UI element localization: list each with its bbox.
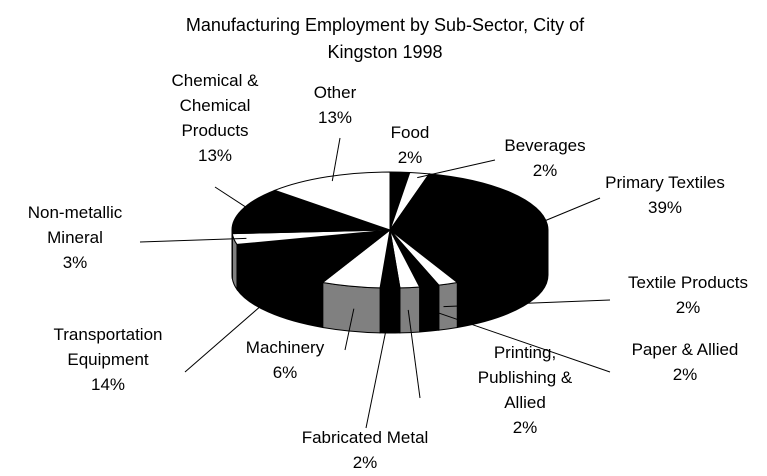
category-name: Paper & Allied [631, 340, 739, 359]
leader-line [425, 308, 611, 373]
leader-line [331, 137, 341, 182]
leader-line [407, 309, 421, 399]
category-name: Chemical & Chemical Products [171, 71, 259, 140]
value-label: 3% [62, 253, 88, 272]
leader-line [417, 159, 496, 179]
slice [231, 189, 391, 235]
slice [236, 229, 392, 284]
value-label: 2% [397, 148, 423, 167]
category-name: Beverages [504, 136, 586, 155]
slice-side [399, 286, 421, 334]
value-label: 2% [532, 161, 558, 180]
slice-label: Textile Products 2% [588, 270, 767, 320]
value-label: 2% [672, 365, 698, 384]
leader-line [365, 310, 391, 429]
chart-title: Manufacturing Employment by Sub-Sector, … [185, 15, 585, 62]
category-name: Food [390, 123, 430, 142]
category-name: Machinery [245, 338, 325, 357]
value-label: 6% [272, 363, 298, 382]
value-label: 2% [512, 418, 538, 437]
slice-label: Transportation Equipment 14% [26, 322, 191, 397]
slice-label: Machinery 6% [220, 335, 350, 385]
value-label: 39% [647, 198, 683, 217]
slice-label: Chemical & Chemical Products 13% [153, 68, 278, 168]
category-name: Fabricated Metal [301, 428, 429, 447]
value-label: 2% [352, 453, 378, 472]
leader-line [344, 308, 355, 351]
category-name: Non-metallic Mineral [27, 203, 123, 247]
category-name: Primary Textiles [605, 173, 725, 192]
leader-line [443, 299, 611, 308]
slice-side [322, 281, 381, 334]
slice-label: Primary Textiles 39% [565, 170, 765, 220]
slice-label: Fabricated Metal 2% [265, 425, 465, 475]
slice-label: Other 13% [285, 80, 385, 130]
leader-line [184, 290, 279, 373]
category-name: Transportation Equipment [53, 325, 163, 369]
slice-side [419, 284, 440, 333]
category-name: Other [313, 83, 357, 102]
leader-line [214, 186, 254, 213]
slice [389, 173, 549, 284]
category-name: Textile Products [628, 273, 748, 292]
value-label: 13% [317, 108, 353, 127]
slice-label: Food 2% [350, 120, 470, 170]
category-name: Printing, Publishing & Allied [477, 343, 573, 412]
slice-label: Printing, Publishing & Allied 2% [468, 340, 583, 440]
leader-line [534, 197, 601, 226]
value-label: 2% [675, 298, 701, 317]
slice-label: Non-metallic Mineral 3% [8, 200, 143, 275]
value-label: 13% [197, 146, 233, 165]
slice-label: Paper & Allied 2% [585, 337, 767, 387]
leader-line [139, 237, 247, 243]
slice-label: Beverages 2% [475, 133, 615, 183]
value-label: 14% [90, 375, 126, 394]
slice [273, 171, 391, 231]
